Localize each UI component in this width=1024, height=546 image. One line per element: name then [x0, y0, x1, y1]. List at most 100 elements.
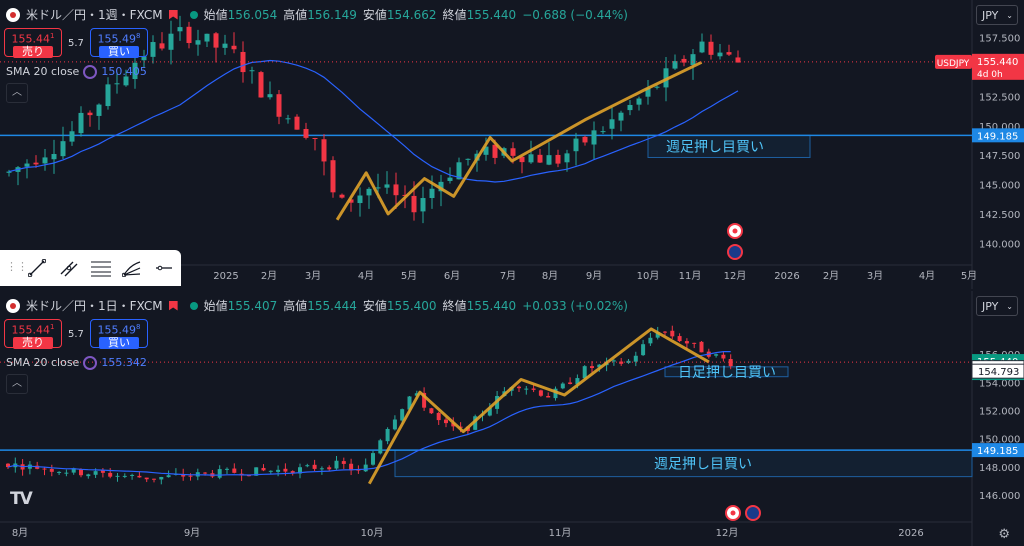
grip-icon[interactable]: ⋮⋮ [6, 260, 28, 273]
weekly-chart-pane[interactable]: 157.500155.000152.500150.000147.500145.0… [0, 0, 1024, 289]
candle-body [451, 422, 456, 427]
daily-chart-pane[interactable]: 156.000154.000152.000150.000148.000146.0… [0, 291, 1024, 546]
japan-flag-icon [6, 7, 20, 22]
weekly-low: 安値154.662 [362, 8, 437, 22]
candle-body [371, 453, 375, 465]
candle-body [249, 70, 255, 72]
candle-body [71, 468, 76, 473]
candle-body [203, 472, 208, 474]
y-tick-label: 150.000 [979, 122, 1020, 133]
weekly-symbol-title[interactable]: 米ドル／円・1週・FXCM [26, 8, 163, 22]
candle-body [699, 41, 705, 53]
daily-sell-button[interactable]: 155.441 売り [4, 319, 62, 349]
y-tick-label: 157.500 [979, 34, 1020, 45]
us-flag-icon [745, 505, 761, 521]
x-tick-label: 2026 [774, 271, 799, 282]
weekly-currency-button[interactable]: JPY ⌄ [976, 5, 1018, 25]
chevron-up-icon[interactable]: ︿ [6, 374, 28, 394]
buy-zone [664, 366, 789, 378]
zigzag-arrow-path [367, 327, 710, 485]
weekly-sell-button[interactable]: 155.441 売り [4, 28, 62, 58]
x-tick-label: 2025 [213, 271, 238, 282]
candle-body [681, 58, 687, 63]
candle-body [33, 162, 39, 165]
sma-settings-icon[interactable] [83, 65, 98, 79]
candle-body [537, 154, 543, 163]
candle-body [590, 366, 594, 368]
candle-body [330, 160, 336, 193]
candle-body [232, 468, 237, 473]
weekly-chart-canvas[interactable]: 157.500155.000152.500150.000147.500145.0… [0, 0, 1024, 289]
daily-sma-legend[interactable]: SMA 20 close 155.342 [6, 356, 147, 370]
candle-body [276, 469, 281, 472]
candle-body [60, 141, 66, 157]
candle-body [684, 341, 689, 344]
candle-body [538, 390, 543, 396]
buy-zone-label: 日足押し目買い [678, 365, 776, 381]
candle-body [641, 344, 646, 356]
candle-body [49, 469, 54, 472]
candle-body [528, 154, 534, 163]
candle-body [321, 139, 327, 162]
symbol-label: USDJPY [937, 59, 970, 69]
candle-body [568, 382, 573, 384]
weekly-sma-legend[interactable]: SMA 20 close 150.405 [6, 65, 147, 79]
candle-body [591, 130, 597, 145]
weekly-change: −0.688 (−0.44%) [522, 7, 628, 22]
level-price-label-bg [972, 443, 1024, 458]
y-tick-label: 147.500 [979, 151, 1020, 162]
candle-body [672, 61, 678, 69]
chevron-up-icon[interactable]: ︿ [6, 83, 28, 103]
sma-settings-icon[interactable] [83, 356, 98, 370]
red-tag-icon[interactable] [168, 300, 178, 311]
drawing-toolbar[interactable]: ⋮⋮ [0, 250, 181, 286]
chevron-down-icon: ⌄ [1006, 11, 1013, 20]
fib-icon[interactable] [90, 259, 112, 277]
candle-body [150, 42, 156, 57]
daily-chart-canvas[interactable]: 156.000154.000152.000150.000148.000146.0… [0, 291, 1024, 546]
weekly-buy-button[interactable]: 155.498 買い [90, 28, 148, 58]
x-tick-label: 11月 [549, 527, 572, 539]
candle-body [560, 383, 565, 389]
candle-body [152, 478, 156, 480]
candle-body [105, 84, 111, 107]
candle-body [582, 136, 588, 143]
candle-body [268, 470, 273, 472]
candle-body [555, 154, 561, 164]
daily-buy-button[interactable]: 155.498 買い [90, 319, 148, 349]
horizontal-line-icon[interactable] [154, 259, 174, 277]
gear-icon[interactable]: ⚙ [998, 527, 1010, 542]
candle-body [267, 94, 273, 98]
candle-body [305, 465, 310, 467]
green-dot-icon [189, 301, 198, 310]
trend-line-icon[interactable] [28, 259, 46, 277]
candle-body [231, 45, 237, 50]
candle-body [690, 54, 696, 66]
candle-body [465, 158, 471, 160]
y-tick-label: 150.000 [979, 435, 1020, 446]
candle-body [42, 157, 48, 164]
price-axis [972, 291, 1024, 546]
candle-body [524, 388, 529, 390]
candle-body [393, 184, 399, 196]
candle-body [714, 354, 719, 356]
x-tick-label: 5月 [961, 270, 977, 282]
channel-icon[interactable] [60, 259, 78, 277]
candle-body [400, 409, 405, 421]
candle-body [654, 86, 660, 88]
level-price-label-bg [972, 128, 1024, 143]
candle-body [166, 475, 171, 478]
daily-currency-button[interactable]: JPY ⌄ [976, 296, 1018, 316]
red-tag-icon[interactable] [168, 9, 178, 20]
candle-body [137, 475, 142, 478]
candle-body [648, 337, 653, 344]
price-axis [972, 0, 1024, 289]
candle-body [341, 461, 346, 464]
x-tick-label: 8月 [542, 270, 558, 282]
candle-body [677, 336, 682, 342]
pitchfork-icon[interactable] [122, 259, 142, 277]
tradingview-logo-icon[interactable]: TV [10, 489, 33, 509]
extra-level-label-bg [971, 363, 1024, 379]
candle-body [122, 475, 127, 477]
daily-symbol-title[interactable]: 米ドル／円・1日・FXCM [26, 299, 163, 313]
